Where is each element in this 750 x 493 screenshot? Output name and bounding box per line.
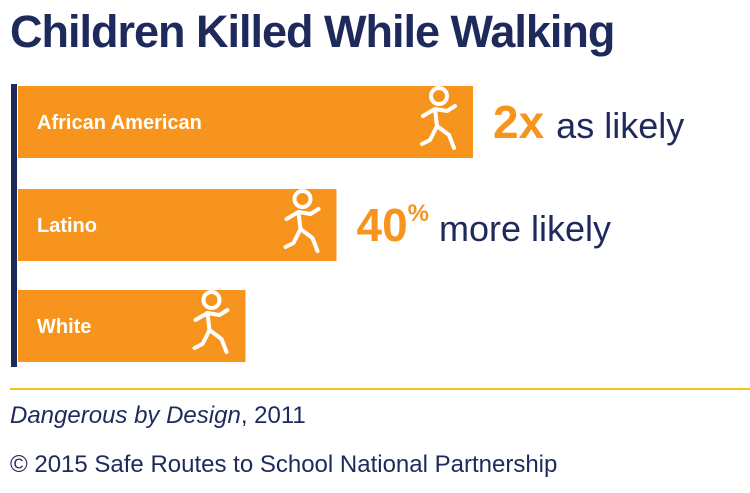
bar-annotation: 40% more likely bbox=[357, 199, 612, 251]
bar bbox=[18, 189, 337, 261]
source-publication: Dangerous by Design bbox=[10, 402, 241, 429]
walking-child-icon bbox=[192, 290, 230, 354]
bar-label: White bbox=[37, 316, 91, 338]
bar-group: African American 2x as likely bbox=[18, 86, 684, 158]
source-year: , 2011 bbox=[240, 402, 306, 429]
walking-child-icon bbox=[420, 86, 457, 150]
divider bbox=[10, 388, 750, 390]
copyright-text: © 2015 Safe Routes to School National Pa… bbox=[10, 451, 558, 478]
source-citation: Dangerous by Design, 2011 bbox=[10, 402, 306, 430]
bar-label: Latino bbox=[37, 215, 97, 237]
bar-chart: African American 2x as likely Latino 40% more… bbox=[11, 84, 684, 367]
walking-child-icon bbox=[283, 189, 321, 253]
bar bbox=[18, 86, 473, 158]
bar-group: White bbox=[18, 290, 246, 362]
bar-label: African American bbox=[37, 112, 202, 134]
bar-group: Latino 40% more likely bbox=[18, 189, 611, 261]
bar-annotation: 2x as likely bbox=[493, 96, 684, 148]
chart-title: Children Killed While Walking bbox=[10, 6, 615, 57]
